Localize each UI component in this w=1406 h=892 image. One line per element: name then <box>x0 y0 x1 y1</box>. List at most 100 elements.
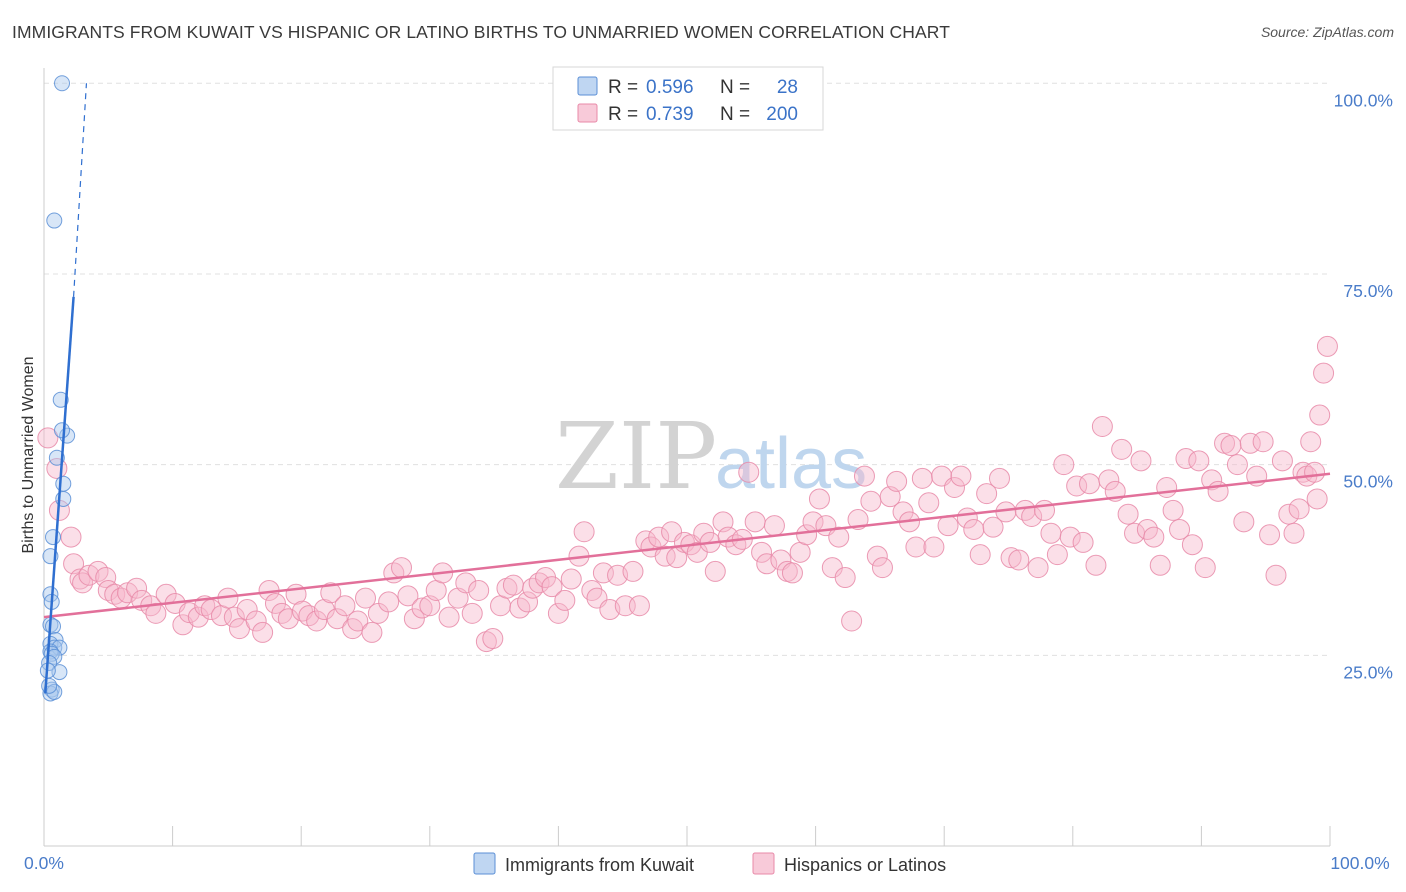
data-point <box>37 427 59 449</box>
data-point <box>326 608 348 630</box>
data-point <box>145 602 167 624</box>
data-point <box>95 567 117 589</box>
data-point <box>461 602 483 624</box>
data-point <box>347 610 369 632</box>
data-point <box>320 582 342 604</box>
data-point <box>1162 499 1184 521</box>
data-point <box>1027 557 1049 579</box>
data-point <box>236 599 258 621</box>
data-point <box>51 664 68 681</box>
data-point <box>1194 557 1216 579</box>
data-point <box>1188 450 1210 472</box>
trendline-kuwait <box>44 296 75 694</box>
data-point <box>573 521 595 543</box>
data-point <box>828 526 850 548</box>
data-point <box>756 553 778 575</box>
data-point <box>1111 438 1133 460</box>
data-point <box>172 614 194 636</box>
data-point <box>355 587 376 609</box>
data-point <box>425 579 447 601</box>
watermark-zip: ZIP <box>555 403 717 510</box>
data-point <box>1143 526 1165 548</box>
data-point <box>751 541 773 563</box>
data-point <box>541 576 563 598</box>
data-point <box>126 577 148 599</box>
data-point <box>1300 431 1322 453</box>
bottom-legend-label-blue: Immigrants from Kuwait <box>505 855 694 875</box>
watermark-atlas: atlas <box>715 424 867 504</box>
data-point <box>704 560 726 582</box>
data-point <box>988 467 1010 489</box>
series-hispanics-or-latinos <box>37 335 1338 653</box>
data-point <box>1130 450 1152 472</box>
data-point <box>482 628 504 650</box>
data-point <box>1091 415 1113 437</box>
data-point <box>781 562 803 584</box>
bottom-legend-swatch-blue <box>473 852 496 875</box>
data-point <box>1271 450 1293 472</box>
legend-n-label-blue: N = <box>720 77 750 98</box>
data-point <box>1059 526 1081 548</box>
data-point <box>334 595 356 617</box>
data-point <box>54 75 71 92</box>
data-point <box>789 541 811 563</box>
data-point <box>918 492 940 514</box>
data-point <box>502 574 524 596</box>
data-point <box>841 610 863 632</box>
y-tick-label: 75.0% <box>1343 281 1393 301</box>
data-point <box>45 529 62 546</box>
data-point <box>654 545 676 567</box>
legend-n-value-pink: 200 <box>766 104 798 125</box>
x-tick-label-max: 100.0% <box>1330 853 1389 873</box>
data-point <box>1283 522 1305 544</box>
data-point <box>950 465 972 487</box>
data-point <box>808 488 830 510</box>
data-point <box>1085 554 1107 576</box>
legend-swatch-pink <box>577 103 598 123</box>
x-tick-label-min: 0.0% <box>24 853 64 873</box>
data-point <box>1316 335 1338 357</box>
data-point <box>403 608 425 630</box>
legend-r-value-blue: 0.596 <box>646 77 694 98</box>
data-point <box>853 465 875 487</box>
data-point <box>277 608 299 630</box>
data-point <box>1313 362 1335 384</box>
data-point <box>1259 524 1281 546</box>
chart-title: IMMIGRANTS FROM KUWAIT VS HISPANIC OR LA… <box>12 22 950 42</box>
data-point <box>1066 475 1088 497</box>
legend-bottom: Immigrants from Kuwait Hispanics or Lati… <box>473 852 946 875</box>
trendlines <box>43 83 1331 694</box>
data-point <box>622 560 644 582</box>
data-point <box>969 544 991 566</box>
data-point <box>46 212 63 229</box>
legend-top: R = 0.596 N = 28 R = 0.739 N = 200 <box>552 66 824 131</box>
data-point <box>905 536 927 558</box>
data-point <box>455 572 477 594</box>
data-point <box>648 526 670 548</box>
data-point <box>744 511 766 533</box>
data-point <box>1072 531 1094 553</box>
data-point <box>923 536 945 558</box>
data-point <box>911 467 933 489</box>
data-point <box>306 610 328 632</box>
data-point <box>796 524 818 546</box>
data-point <box>1201 469 1223 491</box>
data-point <box>1233 511 1255 533</box>
data-point <box>554 589 576 611</box>
y-tick-label: 100.0% <box>1334 90 1393 110</box>
data-point <box>361 621 383 643</box>
data-point <box>1149 554 1171 576</box>
data-point <box>245 610 267 632</box>
data-point <box>1169 518 1191 540</box>
data-point <box>391 557 413 579</box>
data-point <box>187 606 209 628</box>
data-point <box>41 677 58 694</box>
series-immigrants-from-kuwait <box>39 75 76 702</box>
x-ticks <box>172 826 1331 846</box>
data-point <box>1014 499 1036 521</box>
data-point <box>1306 488 1328 510</box>
data-point <box>738 461 760 483</box>
data-point <box>560 568 582 590</box>
bottom-legend-swatch-pink <box>752 852 775 875</box>
legend-n-value-blue: 28 <box>777 77 798 98</box>
